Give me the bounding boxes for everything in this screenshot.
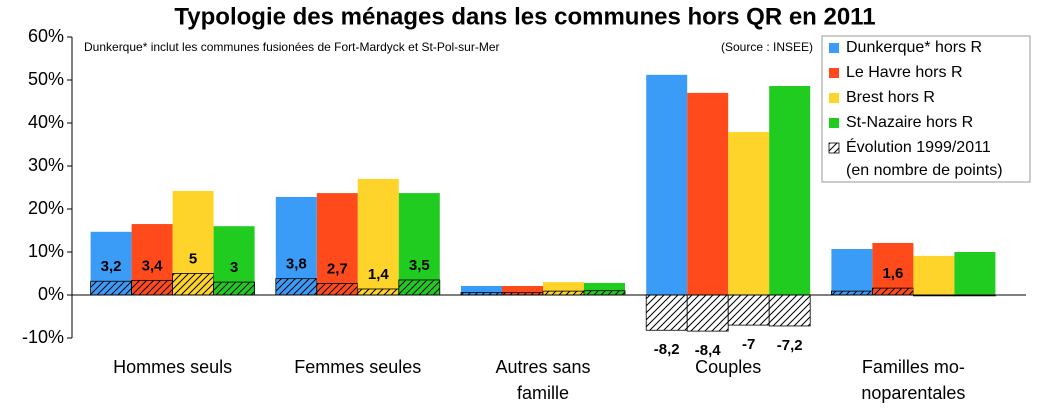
legend-label: Dunkerque* hors R <box>846 39 982 56</box>
evolution-hatch <box>872 288 914 295</box>
data-label: 3,4 <box>142 257 164 274</box>
x-tick-label: Autres sans <box>495 357 590 377</box>
evolution-hatch <box>461 292 502 295</box>
evolution-hatch <box>831 291 873 295</box>
legend-label: Le Havre hors R <box>846 64 963 81</box>
bar <box>769 86 811 296</box>
legend-swatch <box>829 68 839 78</box>
evolution-hatch <box>646 295 688 331</box>
evolution-hatch <box>398 279 440 295</box>
data-label: -8,4 <box>695 342 722 359</box>
legend-label: Brest hors R <box>846 89 935 106</box>
bar <box>913 255 955 295</box>
evolution-hatch <box>90 281 132 295</box>
bar <box>728 132 770 295</box>
bar <box>646 74 688 295</box>
bar <box>461 285 502 295</box>
legend-swatch <box>829 118 839 128</box>
data-label: 3,5 <box>409 257 430 274</box>
evolution-hatch <box>584 290 625 295</box>
y-tick-label: 40% <box>28 112 64 132</box>
annotation: Dunkerque* inclut les communes fusionées… <box>84 40 500 54</box>
data-label: 3,2 <box>101 258 122 275</box>
y-tick-label: 0% <box>38 284 64 304</box>
x-tick-label: Hommes seuls <box>113 357 232 377</box>
chart-title: Typologie des ménages dans les communes … <box>174 3 875 30</box>
bar <box>316 193 358 295</box>
legend-label: (en nombre de points) <box>846 162 1003 179</box>
evolution-hatch <box>172 273 214 295</box>
y-tick-label: -10% <box>22 327 64 347</box>
evolution-hatch <box>687 295 729 332</box>
evolution-hatch <box>357 288 399 295</box>
legend-label: Évolution 1999/2011 <box>846 137 991 156</box>
legend-swatch <box>828 142 840 154</box>
data-label: 3 <box>230 259 238 276</box>
x-tick-label: Couples <box>695 357 761 377</box>
bar <box>687 92 729 296</box>
y-tick-label: 10% <box>28 241 64 261</box>
evolution-hatch <box>769 295 811 326</box>
data-label: 1,6 <box>882 265 903 282</box>
bar <box>398 193 440 295</box>
bar <box>357 178 399 295</box>
evolution-hatch <box>275 278 317 295</box>
x-tick-label: noparentales <box>861 383 965 403</box>
x-tick-label: Femmes seules <box>294 357 421 377</box>
y-tick-label: 20% <box>28 198 64 218</box>
y-tick-label: 50% <box>28 69 64 89</box>
y-tick-label: 30% <box>28 155 64 175</box>
data-label: -8,2 <box>654 341 680 358</box>
legend-swatch <box>829 43 839 53</box>
evolution-hatch <box>131 280 173 295</box>
evolution-hatch <box>502 292 543 295</box>
bar <box>831 248 873 295</box>
x-tick-label: famille <box>517 383 569 403</box>
data-label: 2,7 <box>327 260 348 277</box>
evolution-hatch <box>213 282 255 295</box>
y-tick-label: 60% <box>28 26 64 46</box>
data-label: 5 <box>189 250 197 267</box>
evolution-hatch <box>728 295 770 326</box>
legend-label: St-Nazaire hors R <box>846 114 973 131</box>
bar <box>502 285 543 295</box>
x-tick-label: Familles mo- <box>862 357 965 377</box>
data-label: -7,2 <box>777 337 803 354</box>
data-label: 1,4 <box>368 266 390 283</box>
data-label: -7 <box>742 336 755 353</box>
bar <box>954 252 996 295</box>
evolution-hatch <box>543 291 584 295</box>
source: (Source : INSEE) <box>721 40 813 54</box>
evolution-hatch <box>316 283 358 295</box>
data-label: 3,8 <box>286 256 307 273</box>
bar <box>872 242 914 295</box>
legend-box <box>821 35 1031 183</box>
legend-swatch <box>829 93 839 103</box>
